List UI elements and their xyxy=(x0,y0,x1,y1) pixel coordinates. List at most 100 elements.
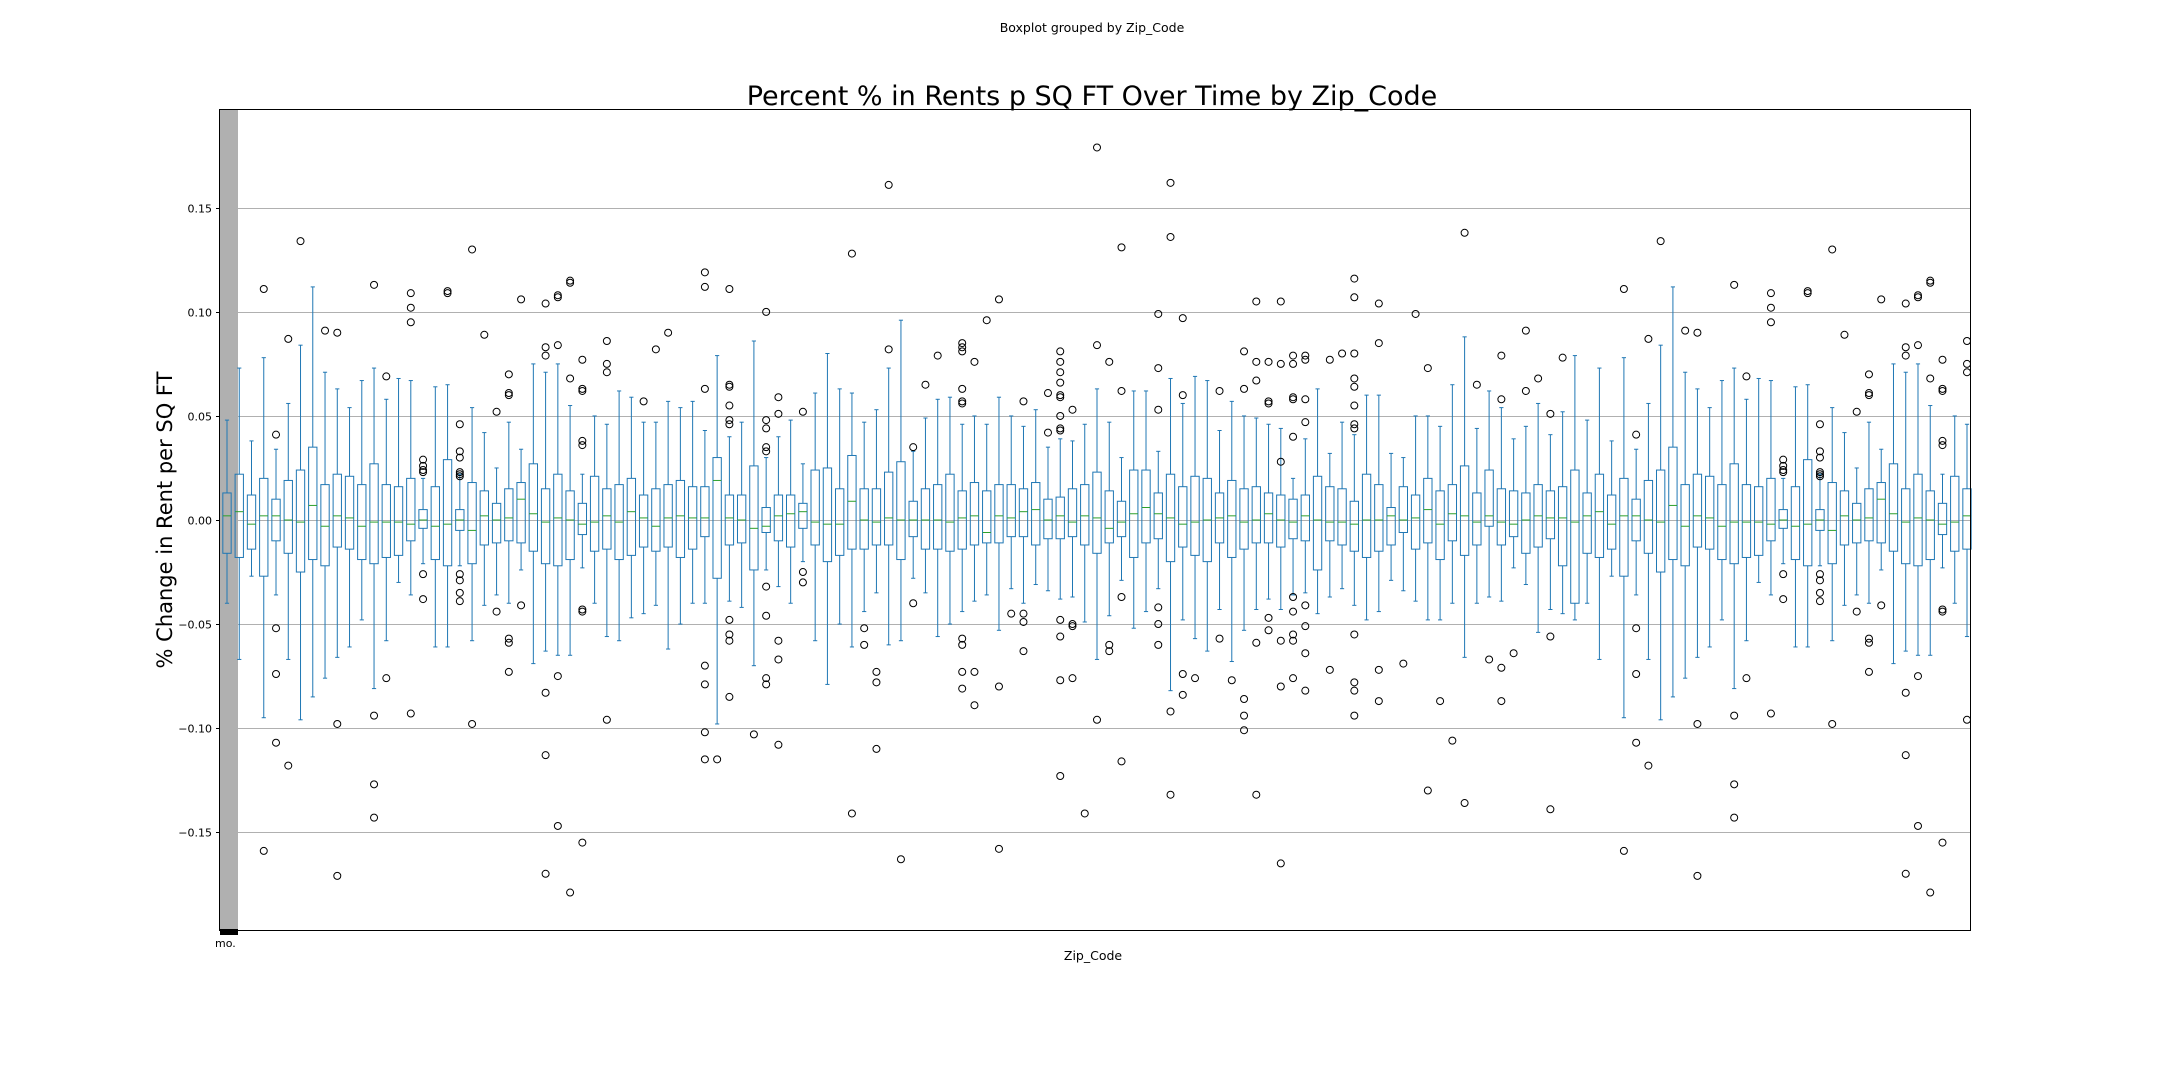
outlier-point xyxy=(1154,620,1163,629)
outlier-point xyxy=(1264,626,1273,635)
outlier-point xyxy=(762,582,771,591)
outlier-point xyxy=(419,461,428,470)
zip-code-box xyxy=(540,299,551,878)
zip-code-box xyxy=(626,396,637,619)
box-iqr xyxy=(1006,484,1016,538)
box-iqr xyxy=(1374,484,1384,552)
zip-code-box xyxy=(259,284,269,855)
outlier-point xyxy=(1154,364,1163,373)
zip-code-box xyxy=(1741,372,1752,683)
outlier-point xyxy=(725,416,734,425)
outlier-point xyxy=(700,661,709,670)
outlier-point xyxy=(1460,228,1469,237)
box-iqr xyxy=(1778,509,1788,529)
outlier-point xyxy=(1803,287,1812,296)
outlier-point xyxy=(1485,655,1494,664)
box-iqr xyxy=(798,502,808,529)
outlier-point xyxy=(884,180,893,189)
zip-code-box xyxy=(1141,390,1151,613)
zip-code-box xyxy=(1239,347,1249,735)
box-iqr xyxy=(1447,484,1458,542)
ytick-label: −0.05 xyxy=(178,619,212,632)
outlier-point xyxy=(1301,395,1310,404)
zip-code-box xyxy=(1325,355,1335,674)
zip-code-box xyxy=(785,419,796,604)
box-iqr xyxy=(1570,469,1580,604)
outlier-point xyxy=(1252,357,1261,366)
outlier-point xyxy=(1154,405,1163,414)
box-iqr xyxy=(222,492,232,554)
zip-code-box xyxy=(614,390,624,642)
outlier-point xyxy=(541,299,550,308)
outlier-point xyxy=(749,730,758,739)
box-iqr xyxy=(1092,471,1102,554)
outlier-point xyxy=(1681,326,1690,335)
outlier-point xyxy=(1901,351,1910,360)
zip-code-box xyxy=(1606,440,1617,577)
outlier-point xyxy=(1289,359,1298,368)
box-iqr xyxy=(320,484,330,567)
box-iqr xyxy=(1116,500,1127,538)
zip-code-box xyxy=(1300,351,1310,695)
zip-code-box xyxy=(1521,326,1531,586)
zip-code-box xyxy=(369,280,379,822)
outlier-point xyxy=(578,386,587,395)
outlier-point xyxy=(1632,624,1641,633)
outlier-point xyxy=(259,846,268,855)
outlier-point xyxy=(259,284,268,293)
outlier-point xyxy=(468,719,477,728)
outlier-point xyxy=(1693,719,1702,728)
outlier-point xyxy=(639,397,648,406)
outlier-point xyxy=(1117,386,1126,395)
box-iqr xyxy=(736,494,747,544)
outlier-point xyxy=(1093,715,1101,724)
zip-code-box xyxy=(406,289,416,718)
outlier-point xyxy=(333,328,342,337)
zip-code-box xyxy=(810,392,820,642)
zip-code-box xyxy=(700,268,710,764)
outlier-point xyxy=(455,453,464,462)
outlier-point xyxy=(1227,676,1236,685)
outlier-point xyxy=(1963,368,1971,377)
outlier-point xyxy=(725,636,734,645)
outlier-point xyxy=(504,638,513,647)
box-iqr xyxy=(847,454,857,550)
outlier-point xyxy=(1423,786,1432,795)
outlier-point xyxy=(872,667,881,676)
ytick-label: 0.05 xyxy=(188,411,213,424)
zip-code-box xyxy=(602,337,612,724)
outlier-point xyxy=(1289,393,1298,402)
outlier-point xyxy=(872,744,881,753)
outlier-point xyxy=(1191,674,1200,683)
zip-code-box xyxy=(1080,423,1090,818)
box-iqr xyxy=(1754,486,1764,556)
outlier-point xyxy=(1901,869,1910,878)
outlier-point xyxy=(970,667,979,676)
zip-code-box xyxy=(1901,299,1911,878)
box-iqr xyxy=(1423,477,1433,544)
box-iqr xyxy=(357,484,367,561)
outlier-point xyxy=(1901,751,1910,760)
outlier-point xyxy=(725,380,734,389)
outlier-point xyxy=(1913,341,1922,350)
box-iqr xyxy=(957,490,967,550)
box-iqr xyxy=(504,488,514,542)
box-iqr xyxy=(1398,486,1409,533)
zip-code-box xyxy=(1459,228,1470,808)
box-iqr xyxy=(1766,477,1776,542)
outlier-point xyxy=(798,578,807,587)
zip-code-box xyxy=(1570,355,1580,621)
outlier-point xyxy=(1913,291,1922,300)
box-iqr xyxy=(724,494,735,546)
outlier-point xyxy=(553,672,562,681)
outlier-point xyxy=(1374,299,1383,308)
box-iqr xyxy=(1227,479,1237,558)
zip-code-box xyxy=(1631,430,1641,747)
box-iqr xyxy=(1741,484,1752,558)
box-iqr xyxy=(393,486,404,556)
box-iqr xyxy=(810,469,820,546)
zip-code-box xyxy=(1165,178,1176,799)
zip-code-box xyxy=(1251,297,1261,799)
outlier-point xyxy=(578,355,587,364)
xtick-mark-cluster xyxy=(220,929,238,935)
